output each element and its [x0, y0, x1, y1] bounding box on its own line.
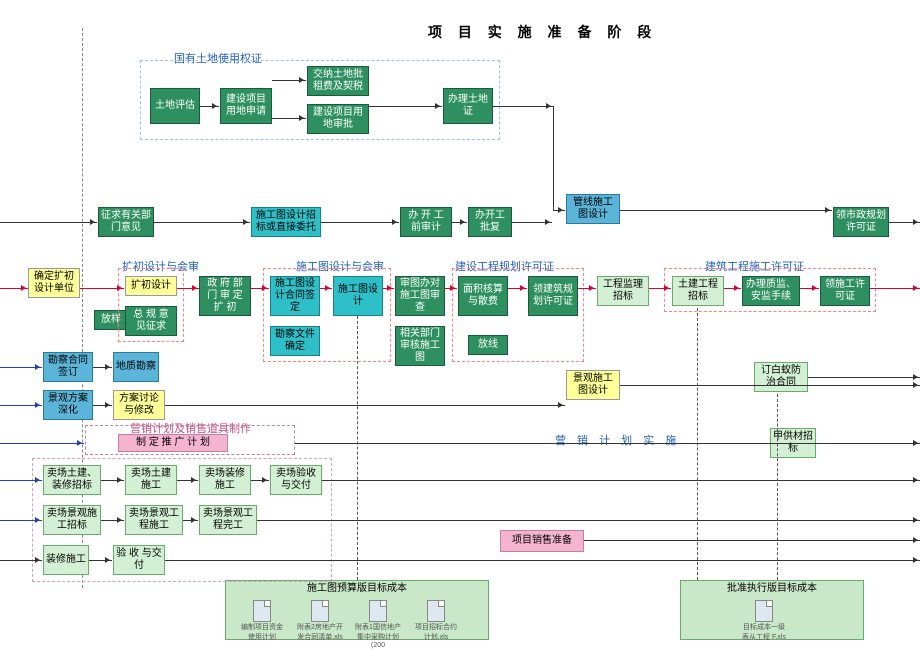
- arr-s3: [321, 222, 399, 223]
- arrow-main-13: [870, 288, 920, 289]
- box-plan-discuss: 方案讨论与修改: [113, 390, 165, 420]
- arr-c8: [183, 520, 198, 521]
- arr-l8: [889, 222, 920, 223]
- arrow-main-2: [80, 288, 124, 289]
- arr-d3: [165, 560, 920, 561]
- arr-b7: [808, 377, 920, 378]
- arr-b2: [93, 367, 112, 368]
- arr-l3: [272, 118, 306, 119]
- box-pipe-design: 管线施工图设计: [566, 194, 620, 224]
- box-seek-opinion: 征求有关部门意见: [98, 207, 154, 237]
- arr-b4: [93, 405, 112, 406]
- arr-s1: [0, 222, 97, 223]
- prelim-frame: [118, 268, 184, 342]
- arrow-main-6: [383, 288, 394, 289]
- file-icon: [369, 600, 387, 622]
- file-4: 项目招标合约计划.xls: [412, 600, 460, 642]
- exec-cost-label: 批准执行版目标成本: [727, 583, 817, 595]
- box-survey-contract: 勘察合同签订: [43, 352, 93, 382]
- box-start-reply: 办开工批复: [468, 207, 512, 237]
- box-land-design: 景观施工图设计: [566, 370, 620, 400]
- dash-v2: [697, 308, 698, 580]
- arr-b3: [0, 405, 42, 406]
- box-bid-design: 施工图设计招标或直接委托: [251, 207, 321, 237]
- cpermit-frame: [664, 268, 876, 312]
- conn-v1: [553, 106, 554, 211]
- box-land-plan: 景观方案深化: [43, 390, 93, 420]
- box-confirm-prelim: 确定扩初设计单位: [28, 268, 80, 298]
- box-gov-review: 政 府 部 门 审 定 扩 初: [199, 276, 251, 316]
- arr-l2: [272, 80, 306, 81]
- file-icon: [253, 600, 271, 622]
- arr-l5: [493, 106, 553, 107]
- arr-l1: [200, 106, 219, 107]
- permit-frame: [452, 268, 584, 362]
- arr-s2: [154, 222, 250, 223]
- budget-cost-label: 施工图预算版目标成本: [307, 583, 407, 595]
- arr-c3: [177, 480, 198, 481]
- arr-s5: [512, 222, 552, 223]
- arr-c6: [0, 520, 42, 521]
- box-termite: 订白蚁防治合同: [754, 362, 808, 392]
- arr-b8: [0, 443, 84, 444]
- arr-c4: [251, 480, 269, 481]
- arr-d1: [0, 560, 42, 561]
- box-promo-plan: 制 定 推 广 计 划: [118, 434, 228, 452]
- box-sale-prep: 项目销售准备: [500, 530, 584, 552]
- arr-c7: [101, 520, 124, 521]
- arrow-main-4: [251, 288, 269, 289]
- arr-l7: [620, 210, 832, 211]
- file-row-budget: 编制项目资金使用计划 附表2房地产开发合同清单.xls 附表1国信地产集中采购计…: [238, 600, 460, 649]
- file-icon: [755, 600, 773, 622]
- arrow-main-11: [724, 288, 741, 289]
- arrow-main-7: [445, 288, 457, 289]
- box-pre-audit: 办 开 工 前审计: [400, 207, 452, 237]
- arr-d4: [584, 540, 920, 541]
- arrow-main-3: [177, 288, 199, 289]
- arr-b1: [0, 367, 42, 368]
- arr-b6: [620, 385, 920, 386]
- box-dept-review: 相关部门审核施工图: [395, 326, 445, 366]
- file-2: 附表2房地产开发合同清单.xls: [296, 600, 344, 642]
- box-fig-review: 审图办对施工图审查: [395, 276, 445, 316]
- box-muni-permit: 领市政规划许可证: [833, 207, 889, 237]
- arr-b10: [816, 443, 920, 444]
- arrow-main-1: [0, 288, 28, 289]
- arr-l6: [553, 210, 565, 211]
- file-icon: [427, 600, 445, 622]
- box-supervise-bid: 工程监理招标: [597, 276, 649, 306]
- arrow-main-8: [508, 288, 527, 289]
- dash-v1: [357, 316, 358, 580]
- file-1: 编制项目资金使用计划: [238, 600, 286, 642]
- arrow-main-12: [800, 288, 819, 289]
- page-title: 项 目 实 施 准 备 阶 段: [428, 22, 657, 42]
- arr-l4: [369, 106, 442, 107]
- arr-c5: [322, 480, 920, 481]
- arrow-main-9: [578, 288, 596, 289]
- file-3: 附表1国信地产集中采购计划 (200: [354, 600, 402, 649]
- draw-frame: [263, 268, 391, 362]
- arrow-main-10: [649, 288, 671, 289]
- arr-d2: [89, 560, 112, 561]
- arr-c2: [101, 480, 124, 481]
- sec-marketing-exec: 营 销 计 划 实 施: [555, 432, 680, 448]
- dash-v3: [777, 394, 778, 580]
- arrow-main-5: [320, 288, 332, 289]
- file-5: 目标成本一级表从工程 F.xls: [740, 600, 788, 642]
- box-geo-survey: 地质勘察: [113, 352, 159, 382]
- arr-b5: [165, 405, 565, 406]
- file-icon: [311, 600, 329, 622]
- arr-s4: [452, 222, 467, 223]
- arr-c1: [0, 480, 42, 481]
- land-frame: [140, 60, 500, 140]
- file-row-exec: 目标成本一级表从工程 F.xls: [740, 600, 788, 642]
